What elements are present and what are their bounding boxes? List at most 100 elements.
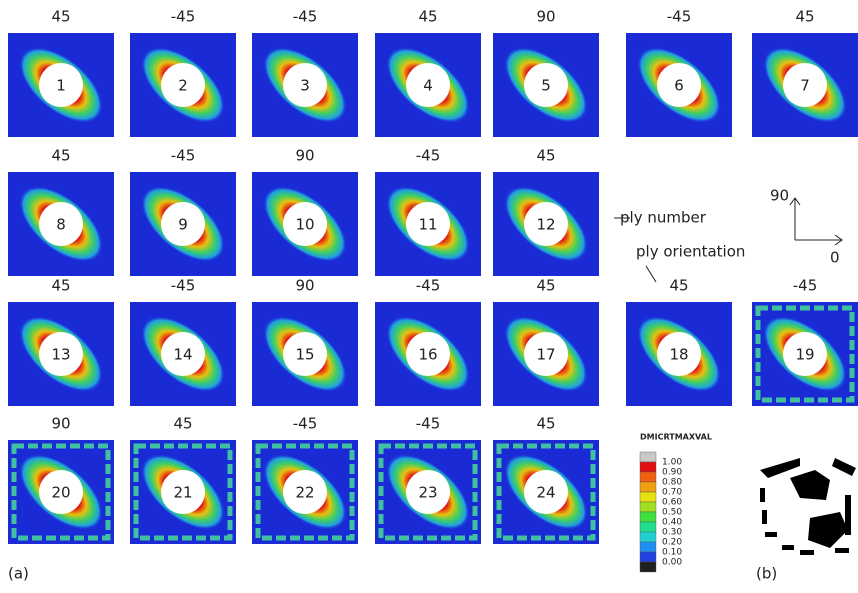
ply-number: 5 <box>541 77 551 95</box>
panel-label: (a) <box>8 565 29 583</box>
ply-number: 15 <box>295 346 314 364</box>
ply-orientation: 45 <box>536 415 555 433</box>
ply-panel: 45 12 <box>491 147 601 277</box>
ply-panel: -45 11 <box>373 147 483 277</box>
legend-swatch <box>640 532 656 542</box>
ply-number: 21 <box>173 484 192 502</box>
ply-orientation: -45 <box>293 415 318 433</box>
ply-orientation: 45 <box>51 8 70 26</box>
ply-orientation: -45 <box>416 415 441 433</box>
ply-panel: 45 4 <box>373 8 483 138</box>
ply-panel: -45 19 <box>750 277 858 407</box>
legend-label: 0.30 <box>662 528 682 538</box>
arrow <box>646 266 656 282</box>
ply-panel: -453 <box>250 8 360 138</box>
ply-orientation: 90 <box>51 415 70 433</box>
ply-number: 13 <box>51 346 70 364</box>
legend-label: 0.50 <box>662 508 682 518</box>
ply-orientation: -45 <box>416 147 441 165</box>
ply-orientation: -45 <box>171 147 196 165</box>
legend-swatch <box>640 472 656 482</box>
legend-swatch <box>640 462 656 472</box>
legend-label: 0.20 <box>662 538 682 548</box>
legend-swatch <box>640 512 656 522</box>
annotation: ply number <box>620 209 707 227</box>
ply-number: 12 <box>536 216 555 234</box>
ply-panel: 90 15 <box>250 277 360 407</box>
panel-label: (b) <box>756 565 777 583</box>
legend-label: 0.90 <box>662 468 682 478</box>
ply-orientation: -45 <box>667 8 692 26</box>
legend-label: 1.00 <box>662 458 682 468</box>
legend-label: 0.40 <box>662 518 682 528</box>
figure: ply number ply orientation 90 0 (a) (b) … <box>0 0 858 589</box>
legend-title: DMICRTMAXVAL <box>640 433 712 442</box>
legend-swatch <box>640 562 656 572</box>
ply-number: 8 <box>56 216 66 234</box>
ply-number: 23 <box>418 484 437 502</box>
legend-swatch <box>640 492 656 502</box>
ply-panel: -459 <box>128 147 238 277</box>
ply-number: 16 <box>418 346 437 364</box>
ply-orientation: -45 <box>171 277 196 295</box>
legend-label: 0.60 <box>662 498 682 508</box>
legend-swatch <box>640 502 656 512</box>
ply-orientation: 45 <box>51 147 70 165</box>
legend-swatch <box>640 452 656 462</box>
ply-number: 10 <box>295 216 314 234</box>
ply-orientation: 90 <box>295 147 314 165</box>
ply-number: 24 <box>536 484 555 502</box>
ply-number: 1 <box>56 77 66 95</box>
ply-number: 7 <box>800 77 810 95</box>
ply-number: 4 <box>423 77 433 95</box>
legend-label: 0.10 <box>662 548 682 558</box>
ply-panel: 45 13 <box>6 277 116 407</box>
ply-panel: -45 16 <box>373 277 483 407</box>
ply-orientation: 45 <box>51 277 70 295</box>
ply-orientation: -45 <box>293 8 318 26</box>
ply-panel: -45 22 <box>250 415 360 545</box>
ply-panel: 45 7 <box>750 8 858 138</box>
legend-label: 0.00 <box>662 558 682 568</box>
ply-number: 11 <box>418 216 437 234</box>
axis-indicator <box>790 198 842 245</box>
annotation: 90 <box>770 187 789 205</box>
ply-orientation: 90 <box>536 8 555 26</box>
ply-number: 2 <box>178 77 188 95</box>
ply-orientation: 45 <box>536 147 555 165</box>
ply-orientation: 45 <box>173 415 192 433</box>
annotation: 0 <box>830 249 840 267</box>
ply-panel: 90 5 <box>491 8 601 138</box>
ply-orientation: -45 <box>416 277 441 295</box>
ply-number: 22 <box>295 484 314 502</box>
ply-number: 17 <box>536 346 555 364</box>
ply-number: 14 <box>173 346 192 364</box>
annotation: ply orientation <box>636 243 745 261</box>
ply-panel: -45 14 <box>128 277 238 407</box>
ply-panel: -45 6 <box>624 8 734 138</box>
ply-orientation: -45 <box>793 277 818 295</box>
ply-panel: 45 21 <box>128 415 238 545</box>
legend-label: 0.80 <box>662 478 682 488</box>
ply-panel: 45 8 <box>6 147 116 277</box>
ply-panel: 45 17 <box>491 277 601 407</box>
ply-panel: 90 10 <box>250 147 360 277</box>
ply-number: 6 <box>674 77 684 95</box>
ply-panel: 45 18 <box>624 277 734 407</box>
ply-orientation: 45 <box>669 277 688 295</box>
ply-number: 18 <box>669 346 688 364</box>
ply-orientation: -45 <box>171 8 196 26</box>
ply-panel: -45 23 <box>373 415 483 545</box>
legend-swatch <box>640 542 656 552</box>
ply-orientation: 45 <box>795 8 814 26</box>
ply-number: 19 <box>795 346 814 364</box>
legend-swatch <box>640 522 656 532</box>
legend-swatch <box>640 552 656 562</box>
ply-orientation: 45 <box>536 277 555 295</box>
ply-orientation: 45 <box>418 8 437 26</box>
ply-orientation: 90 <box>295 277 314 295</box>
panel-b <box>760 458 856 555</box>
ply-panel: 45 1 <box>6 8 116 138</box>
legend-label: 0.70 <box>662 488 682 498</box>
